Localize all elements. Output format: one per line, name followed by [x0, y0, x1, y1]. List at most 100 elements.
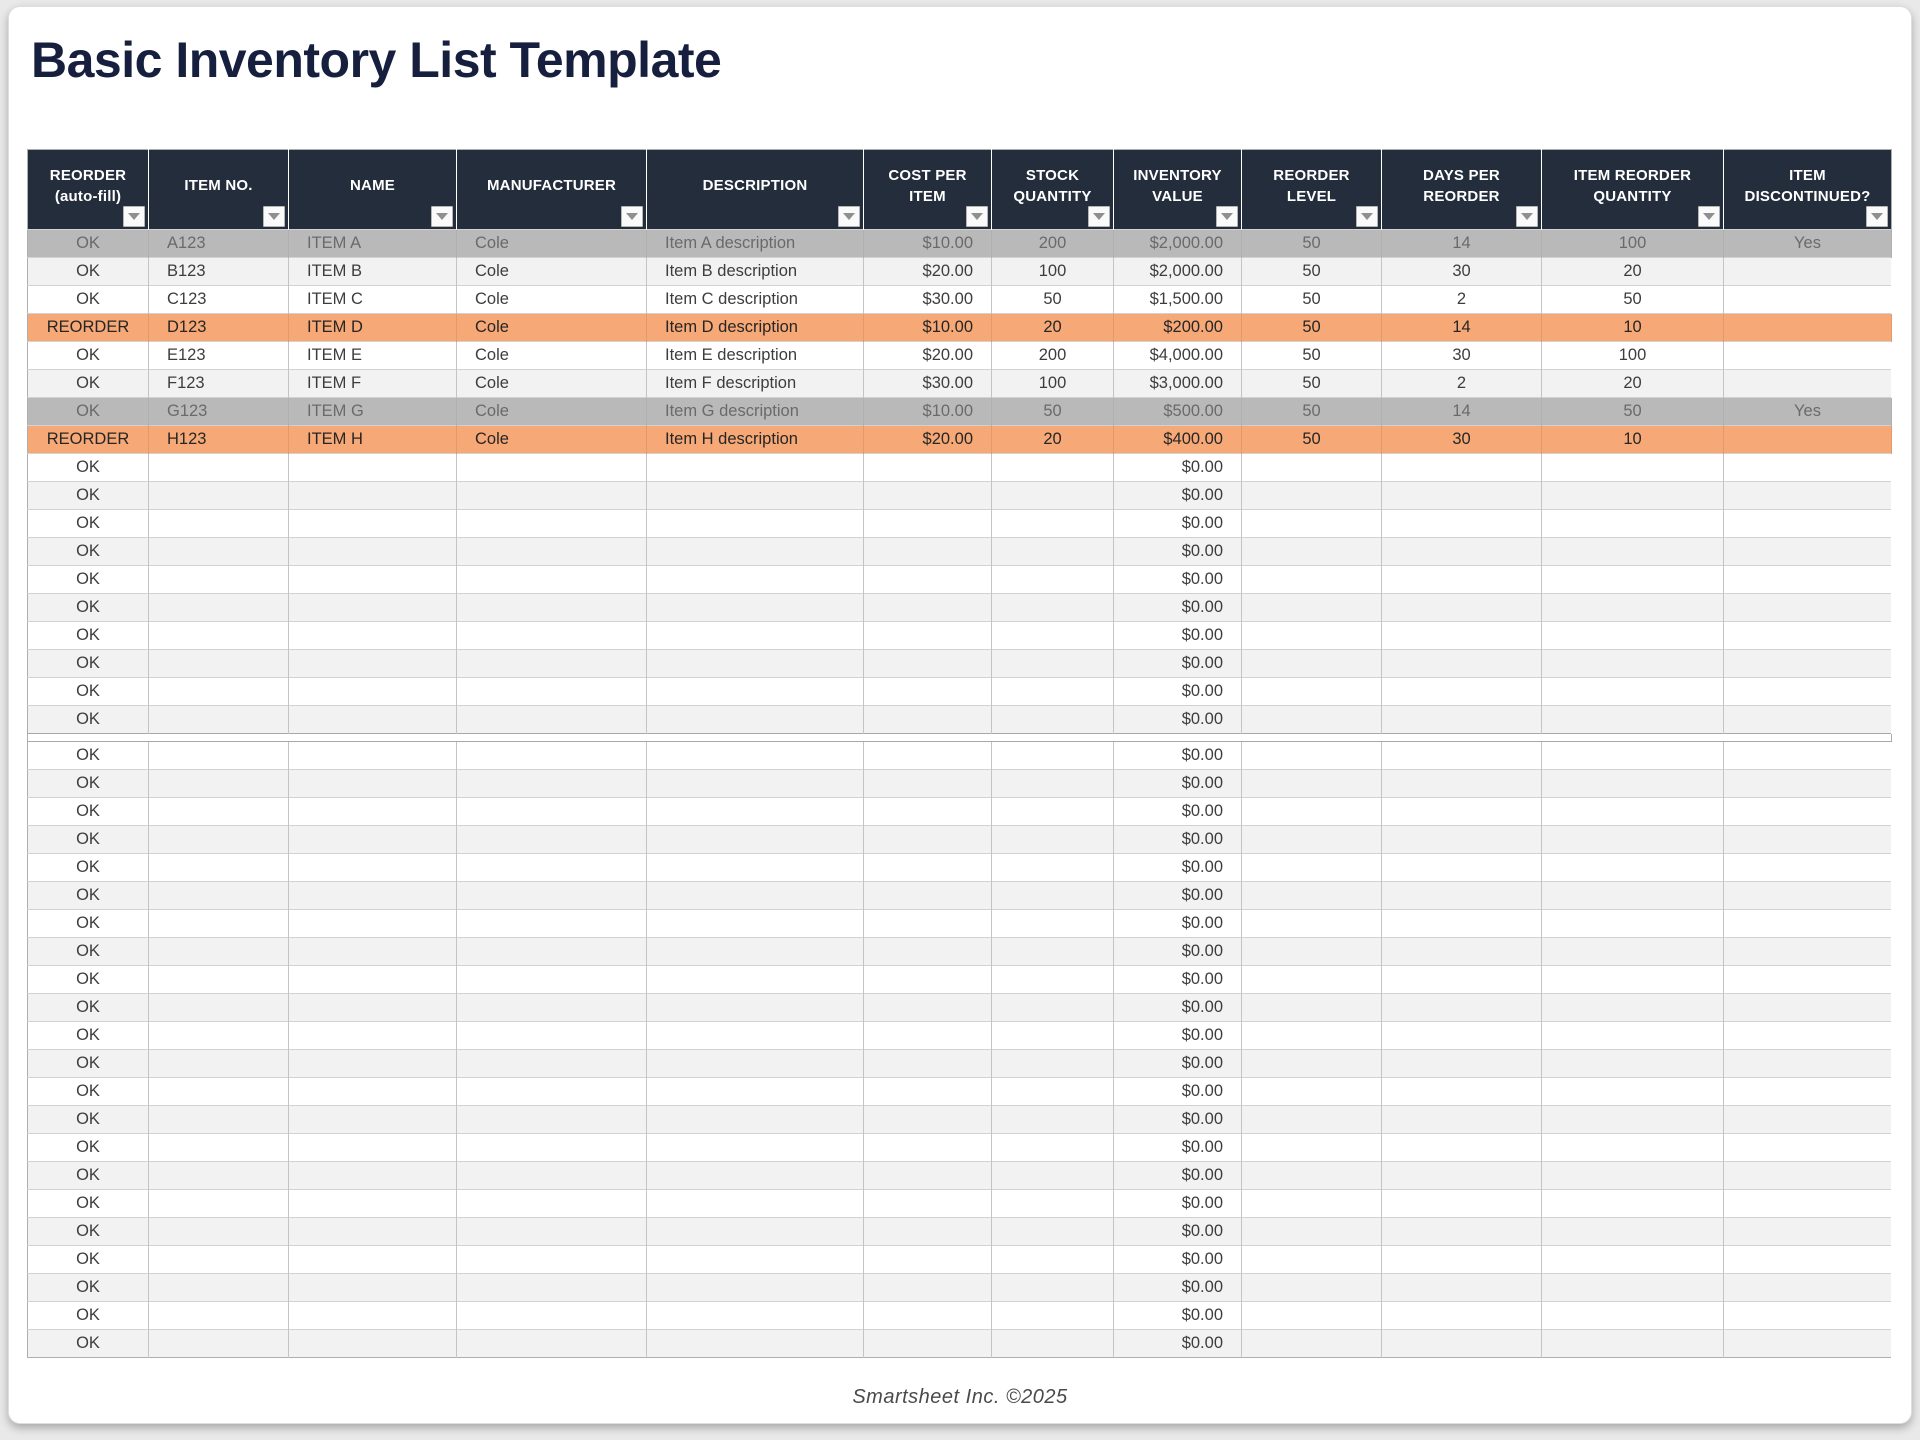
cell-item-discontinued[interactable] — [1723, 1161, 1892, 1190]
cell-item-no[interactable] — [148, 797, 289, 826]
cell-item-discontinued[interactable] — [1723, 649, 1892, 678]
cell-manufacturer[interactable]: Cole — [456, 397, 647, 426]
cell-item-discontinued[interactable] — [1723, 677, 1892, 706]
cell-name[interactable]: ITEM D — [288, 313, 457, 342]
cell-cost-per-item[interactable] — [863, 565, 992, 594]
cell-reorder[interactable]: OK — [27, 229, 149, 258]
cell-inventory-value[interactable]: $0.00 — [1113, 481, 1242, 510]
cell-item-discontinued[interactable] — [1723, 769, 1892, 798]
cell-days-per-reorder[interactable] — [1381, 677, 1542, 706]
cell-reorder[interactable]: OK — [27, 965, 149, 994]
cell-reorder-level[interactable] — [1241, 1105, 1382, 1134]
cell-inventory-value[interactable]: $2,000.00 — [1113, 229, 1242, 258]
cell-reorder-level[interactable] — [1241, 649, 1382, 678]
cell-manufacturer[interactable] — [456, 1189, 647, 1218]
cell-cost-per-item[interactable] — [863, 593, 992, 622]
cell-cost-per-item[interactable]: $20.00 — [863, 341, 992, 370]
header-cell-reorder[interactable]: REORDER (auto-fill) — [27, 149, 149, 230]
cell-name[interactable] — [288, 1301, 457, 1330]
cell-stock-quantity[interactable]: 20 — [991, 313, 1114, 342]
cell-cost-per-item[interactable] — [863, 1077, 992, 1106]
cell-inventory-value[interactable]: $0.00 — [1113, 1329, 1242, 1358]
cell-item-no[interactable] — [148, 1049, 289, 1078]
cell-days-per-reorder[interactable]: 14 — [1381, 313, 1542, 342]
cell-item-discontinued[interactable] — [1723, 313, 1892, 342]
cell-inventory-value[interactable]: $0.00 — [1113, 993, 1242, 1022]
cell-name[interactable]: ITEM H — [288, 425, 457, 454]
cell-days-per-reorder[interactable]: 14 — [1381, 397, 1542, 426]
cell-stock-quantity[interactable] — [991, 1273, 1114, 1302]
header-cell-item-reorder-qty[interactable]: ITEM REORDER QUANTITY — [1541, 149, 1724, 230]
cell-days-per-reorder[interactable] — [1381, 993, 1542, 1022]
cell-item-reorder-qty[interactable] — [1541, 1049, 1724, 1078]
cell-stock-quantity[interactable]: 100 — [991, 257, 1114, 286]
cell-item-no[interactable] — [148, 769, 289, 798]
cell-name[interactable] — [288, 481, 457, 510]
cell-inventory-value[interactable]: $0.00 — [1113, 1217, 1242, 1246]
cell-item-no[interactable]: E123 — [148, 341, 289, 370]
cell-stock-quantity[interactable] — [991, 1301, 1114, 1330]
cell-days-per-reorder[interactable] — [1381, 769, 1542, 798]
cell-description[interactable] — [646, 509, 864, 538]
cell-reorder[interactable]: OK — [27, 993, 149, 1022]
cell-reorder-level[interactable]: 50 — [1241, 369, 1382, 398]
cell-reorder[interactable]: OK — [27, 565, 149, 594]
cell-reorder-level[interactable]: 50 — [1241, 397, 1382, 426]
cell-manufacturer[interactable] — [456, 1021, 647, 1050]
cell-item-no[interactable] — [148, 1105, 289, 1134]
cell-stock-quantity[interactable]: 50 — [991, 397, 1114, 426]
cell-name[interactable] — [288, 1077, 457, 1106]
cell-item-no[interactable] — [148, 1161, 289, 1190]
cell-reorder-level[interactable] — [1241, 993, 1382, 1022]
cell-item-reorder-qty[interactable] — [1541, 1273, 1724, 1302]
cell-name[interactable] — [288, 853, 457, 882]
cell-description[interactable] — [646, 1217, 864, 1246]
cell-stock-quantity[interactable]: 200 — [991, 341, 1114, 370]
cell-stock-quantity[interactable] — [991, 453, 1114, 482]
cell-stock-quantity[interactable] — [991, 1329, 1114, 1358]
cell-item-reorder-qty[interactable] — [1541, 1245, 1724, 1274]
cell-item-no[interactable]: A123 — [148, 229, 289, 258]
cell-item-discontinued[interactable] — [1723, 593, 1892, 622]
cell-days-per-reorder[interactable] — [1381, 1133, 1542, 1162]
cell-item-no[interactable] — [148, 1273, 289, 1302]
cell-item-reorder-qty[interactable]: 50 — [1541, 285, 1724, 314]
cell-cost-per-item[interactable] — [863, 453, 992, 482]
cell-days-per-reorder[interactable]: 14 — [1381, 229, 1542, 258]
cell-manufacturer[interactable]: Cole — [456, 369, 647, 398]
cell-stock-quantity[interactable]: 20 — [991, 425, 1114, 454]
cell-reorder[interactable]: OK — [27, 285, 149, 314]
cell-item-reorder-qty[interactable] — [1541, 453, 1724, 482]
cell-stock-quantity[interactable] — [991, 1217, 1114, 1246]
cell-item-reorder-qty[interactable] — [1541, 1021, 1724, 1050]
cell-reorder-level[interactable] — [1241, 621, 1382, 650]
cell-inventory-value[interactable]: $0.00 — [1113, 1049, 1242, 1078]
header-cell-description[interactable]: DESCRIPTION — [646, 149, 864, 230]
cell-inventory-value[interactable]: $0.00 — [1113, 453, 1242, 482]
cell-name[interactable] — [288, 1217, 457, 1246]
cell-item-reorder-qty[interactable] — [1541, 621, 1724, 650]
cell-days-per-reorder[interactable]: 30 — [1381, 257, 1542, 286]
cell-item-no[interactable] — [148, 1021, 289, 1050]
cell-item-reorder-qty[interactable] — [1541, 1301, 1724, 1330]
cell-reorder-level[interactable] — [1241, 1217, 1382, 1246]
cell-inventory-value[interactable]: $0.00 — [1113, 537, 1242, 566]
cell-inventory-value[interactable]: $0.00 — [1113, 705, 1242, 734]
cell-cost-per-item[interactable] — [863, 1217, 992, 1246]
cell-stock-quantity[interactable] — [991, 481, 1114, 510]
cell-manufacturer[interactable] — [456, 1133, 647, 1162]
cell-item-discontinued[interactable] — [1723, 509, 1892, 538]
cell-item-no[interactable] — [148, 825, 289, 854]
cell-reorder-level[interactable] — [1241, 853, 1382, 882]
cell-item-no[interactable]: G123 — [148, 397, 289, 426]
cell-reorder[interactable]: OK — [27, 769, 149, 798]
cell-description[interactable] — [646, 649, 864, 678]
cell-days-per-reorder[interactable] — [1381, 649, 1542, 678]
cell-item-no[interactable] — [148, 909, 289, 938]
cell-description[interactable] — [646, 853, 864, 882]
cell-name[interactable] — [288, 621, 457, 650]
cell-item-no[interactable] — [148, 1329, 289, 1358]
cell-inventory-value[interactable]: $4,000.00 — [1113, 341, 1242, 370]
cell-reorder-level[interactable] — [1241, 1133, 1382, 1162]
cell-reorder[interactable]: OK — [27, 621, 149, 650]
